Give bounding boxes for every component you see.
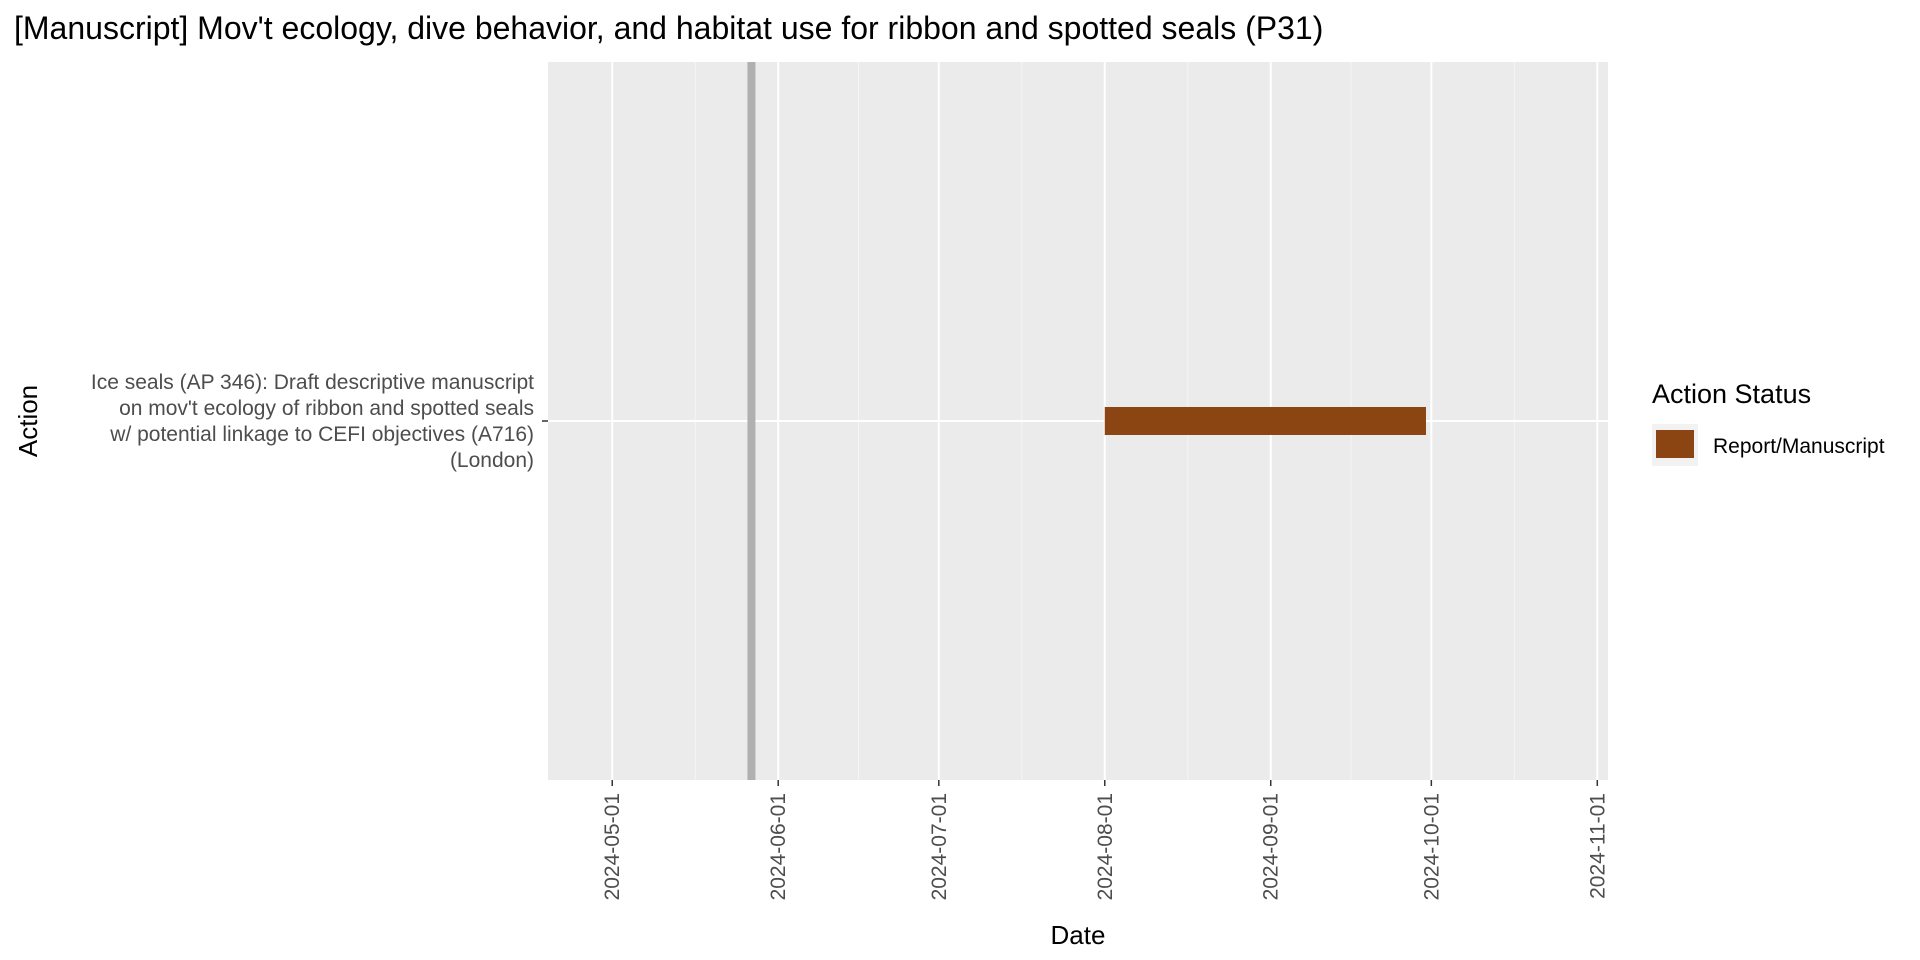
y-tick-label-line: on mov't ecology of ribbon and spotted s… <box>119 397 534 420</box>
task-bar <box>1104 407 1426 435</box>
x-axis-title: Date <box>1051 920 1106 950</box>
x-tick-label: 2024-10-01 <box>1420 793 1443 900</box>
x-tick-label: 2024-11-01 <box>1586 793 1609 899</box>
y-tick-label-line: Ice seals (AP 346): Draft descriptive ma… <box>91 371 534 394</box>
y-axis-title: Action <box>13 385 43 457</box>
x-tick-label: 2024-05-01 <box>601 793 624 900</box>
task-bars <box>1104 407 1426 435</box>
x-tick-label: 2024-08-01 <box>1094 793 1117 900</box>
chart-title: [Manuscript] Mov't ecology, dive behavio… <box>14 10 1323 46</box>
y-tick-label-line: w/ potential linkage to CEFI objectives … <box>109 423 534 446</box>
legend: Action Status Report/Manuscript <box>1652 379 1885 466</box>
y-tick-label-line: (London) <box>450 449 534 472</box>
legend-label: Report/Manuscript <box>1713 435 1885 458</box>
x-tick-label: 2024-07-01 <box>928 793 951 900</box>
legend-items: Report/Manuscript <box>1652 424 1885 466</box>
x-tick-label: 2024-06-01 <box>767 793 790 900</box>
legend-swatch <box>1656 430 1694 458</box>
x-axis-ticks: 2024-05-01 2024-06-01 2024-07-01 2024-08-01… <box>601 780 1609 900</box>
x-tick-label: 2024-09-01 <box>1260 793 1283 900</box>
y-axis-ticks: Ice seals (AP 346): Draft descriptive ma… <box>91 371 548 472</box>
y-tick-label: Ice seals (AP 346): Draft descriptive ma… <box>91 371 534 472</box>
legend-title: Action Status <box>1652 379 1811 409</box>
